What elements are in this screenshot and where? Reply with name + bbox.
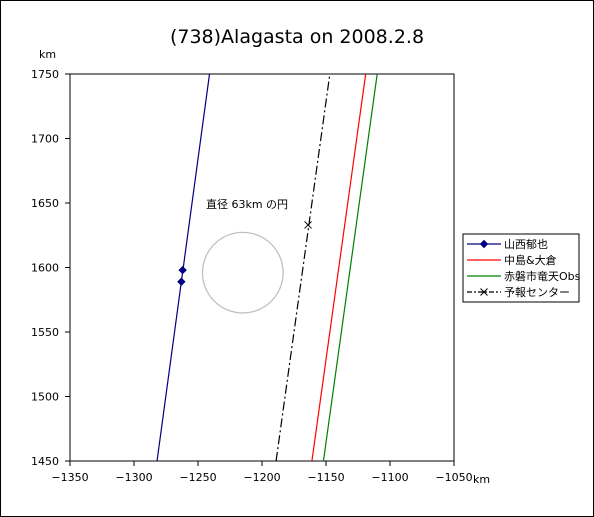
legend-entry-label: 山西郁也 (504, 237, 548, 251)
series-4 (275, 74, 331, 461)
series-2 (311, 74, 367, 461)
series-1 (156, 74, 211, 461)
x-tick-label: −1200 (243, 471, 280, 484)
y-tick-label: 1750 (31, 68, 59, 81)
y-tick-label: 1650 (31, 197, 59, 210)
x-axis-ticks: −1350 −1300 −1250 −1200 −1150 −1100 −1050 (51, 461, 473, 484)
x-axis-label: km (473, 473, 490, 486)
y-tick-label: 1550 (31, 326, 59, 339)
x-tick-label: −1250 (179, 471, 216, 484)
data-point-marker (178, 265, 187, 275)
legend-entry-label: 中島&大倉 (504, 253, 557, 267)
legend-entry-label: 予報センター (504, 286, 570, 299)
legend-swatch-marker (480, 288, 488, 296)
x-marker-stroke (480, 288, 488, 296)
reference-circle (201, 231, 284, 314)
series-layer (156, 74, 378, 461)
x-tick-label: −1050 (435, 471, 472, 484)
series-line (322, 74, 378, 461)
x-marker-stroke (304, 221, 312, 229)
plot-area (69, 73, 455, 462)
x-tick-label: −1350 (51, 471, 88, 484)
data-point-marker (304, 221, 312, 229)
x-tick-label: −1150 (307, 471, 344, 484)
y-axis-label: km (39, 48, 56, 61)
circle-annotation: 直径 63km の円 (206, 197, 288, 211)
y-tick-label: 1700 (31, 133, 59, 146)
series-line (311, 74, 367, 461)
x-tick-label: −1100 (371, 471, 408, 484)
y-axis-ticks: 1450 1500 1550 1600 1650 1700 1750 (31, 68, 70, 468)
y-tick-label: 1500 (31, 391, 59, 404)
chart-title: (738)Alagasta on 2008.2.8 (170, 26, 424, 48)
x-tick-label: −1300 (115, 471, 152, 484)
series-3 (322, 74, 378, 461)
y-tick-label: 1600 (31, 262, 59, 275)
legend-swatch-marker (479, 239, 489, 249)
y-tick-label: 1450 (31, 455, 59, 468)
data-point-marker (177, 277, 186, 286)
series-line (275, 74, 331, 461)
legend-entry-label: 赤磐市竜天Obs (504, 269, 581, 283)
